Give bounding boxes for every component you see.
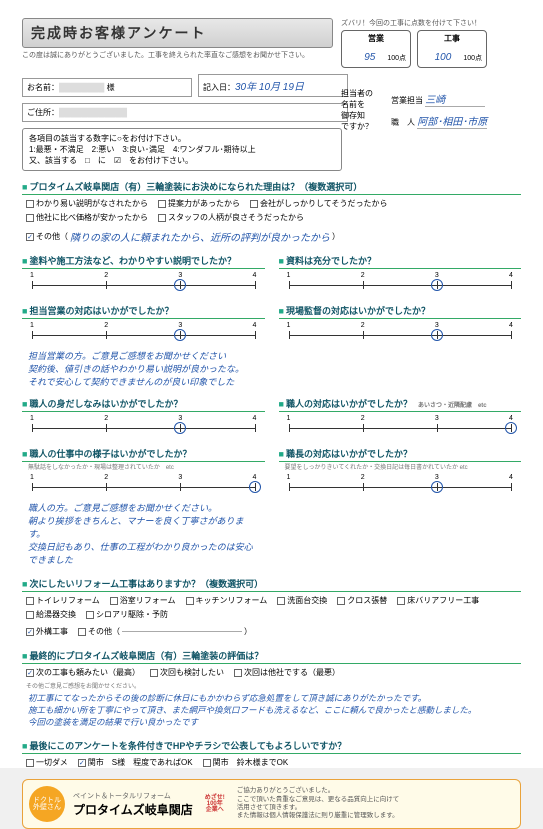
sales-score: 95 [364,52,375,63]
sales-outof: 100点 [387,55,406,62]
date-field: 記入日：30年 10月 19日 [198,74,348,97]
footer-box: ドクトル 外壁さん ペイント＆トータルリフォーム プロタイムズ岐阜関店 めざせ!… [22,779,521,829]
pair4-comment: 職人の方。ご意見ご感想をお聞かせください。 朝より挨拶をきちんと、マナーを良く丁… [22,499,265,568]
qnext-option[interactable]: 給湯器交換 [26,609,76,620]
q1-option[interactable]: 提案力があったから [158,198,240,209]
qpub-option[interactable]: 関市 鈴木様までOK [203,757,289,768]
qnext-option[interactable]: クロス張替 [337,595,387,606]
pair4-right-sub: 要望をしっかりきいてくれたか・交換日記は毎日書かれていたか etc [285,462,522,471]
qnext-option[interactable]: 洗面台交換 [277,595,327,606]
qnext-option[interactable]: シロアリ駆除・予防 [86,609,168,620]
qeval-option[interactable]: 次回も検討したい [150,667,224,678]
qeval-title: 最終的にプロタイムズ岐阜関店（有）三輪塗装の評価は？ [22,648,521,664]
qnext-title: 次にしたいリフォーム工事はありますか？（複数選択可） [22,576,521,592]
qnext-option[interactable]: 浴室リフォーム [110,595,176,606]
pair2-comment: 担当営業の方。ご意見ご感想をお聞かせください 契約後、値引きの話やわかり易い説明… [22,347,265,390]
scale[interactable]: 1234 [289,275,512,297]
scale[interactable]: 1234 [32,418,255,440]
work-score: 100 [435,52,452,63]
scale[interactable]: 1234 [32,275,255,297]
pair2-right-title: 現場監督の対応はいかがでしたか？ [279,303,522,319]
work-score-box: 工事 100 100点 [417,30,487,68]
page-title: 完成時お客様アンケート [22,18,333,48]
scale[interactable]: 1234 [289,477,512,499]
q1-option[interactable]: わかり易い説明がなされたから [26,198,148,209]
logo-icon: ドクトル 外壁さん [29,786,65,822]
q1-option[interactable]: 会社がしっかりしてそうだったから [250,198,388,209]
pair4-right-title: 職長の対応はいかがでしたか？ [279,446,522,462]
qnext-last[interactable]: ✓外構工事 [26,626,68,637]
qnext-option[interactable]: トイレリフォーム [26,595,100,606]
coop-text: ご協力ありがとうございました。 ここで頂いた貴重なご意見は、更なる品質向上に向け… [237,787,400,821]
pair4-left-title: 職人の仕事中の様子はいかがでしたか？ [22,446,265,462]
qeval-option[interactable]: ✓次の工事も頼みたい（最高） [26,667,140,678]
work-label: 工事 [422,33,482,44]
q1-other[interactable]: ✓その他（隣りの家の人に頼まれたから、近所の評判が良かったから） [26,229,340,244]
work-outof: 100点 [463,55,482,62]
sales-label: 営業 [346,33,406,44]
q1-title: プロタイムズ岐阜関店（有）三輪塗装にお決めになられた理由は？（複数選択可） [22,179,521,195]
sales-score-box: 営業 95 100点 [341,30,411,68]
name-field: お名前：████████ 様 [22,78,192,97]
scale[interactable]: 1234 [289,325,512,347]
scale[interactable]: 1234 [32,477,255,499]
subtitle: この度は誠にありがとうございました。工事を終えられた率直なご感想をお聞かせ下さい… [22,50,333,60]
pair2-left-title: 担当営業の対応はいかがでしたか？ [22,303,265,319]
qpub-option[interactable]: 一切ダメ [26,757,68,768]
scale[interactable]: 1234 [289,418,512,440]
shop-name: プロタイムズ岐阜関店 [73,801,193,818]
pair1-right-title: 資料は充分でしたか？ [279,253,522,269]
shop-sub: ペイント＆トータルリフォーム [73,791,193,801]
qeval-comment: 初工事にてなったからその後の診断に休日にもかかわらず応急処置をして頂き誠にありが… [22,690,521,730]
qnext-option[interactable]: キッチンリフォーム [186,595,268,606]
qpub-option[interactable]: ✓関市 S様 程度であればOK [78,757,193,768]
legend-box: 各項目の該当する数字に○をお付け下さい。 1:最悪・不満足 2:悪い 3:良い･… [22,128,342,171]
qeval-option[interactable]: 次回は他社でする（最悪） [234,667,340,678]
qnext-option[interactable]: 床バリアフリー工事 [397,595,479,606]
qeval-cap: その他ご意見ご感想をお聞かせください。 [26,681,521,690]
pair1-left-title: 塗料や施工方法など、わかりやすい説明でしたか？ [22,253,265,269]
pair4-left-sub: 無駄話をしなかったか・現場は整理されていたか etc [28,462,265,471]
qpub-title: 最後にこのアンケートを条件付きでHPやチラシで公表してもよろしいですか？ [22,738,521,754]
addr-field: ご住所：████████████ [22,103,348,122]
q1-option[interactable]: 他社に比べ価格が安かったから [26,212,148,223]
badge-100-icon: めざせ! 100年 企業へ [201,790,229,818]
scale[interactable]: 1234 [32,325,255,347]
q1-option[interactable]: スタッフの人柄が良さそうだったから [158,212,304,223]
pair3-left-title: 職人の身だしなみはいかがでしたか？ [22,396,265,412]
score-caption: ズバリ！今回の工事に点数を付けて下さい！ [341,18,521,28]
qnext-other[interactable]: その他（） [78,626,252,637]
staff-box: 担当者の 名前を 御存知 ですか？ 営業担当 三崎 職 人 阿部･相田･市原 [341,88,521,134]
pair3-right-title: 職人の対応はいかがでしたか？あいさつ・近隣配慮 etc [279,396,522,412]
